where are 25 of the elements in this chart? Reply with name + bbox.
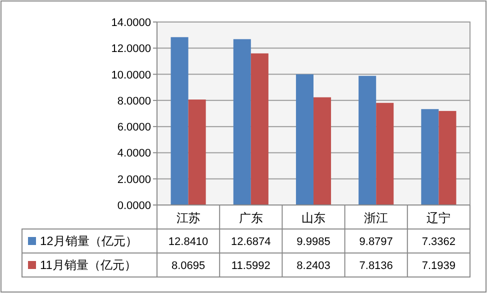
x-tick-label: 江苏	[176, 211, 200, 225]
y-tick-label: 10.0000	[111, 69, 151, 82]
x-tick-label: 广东	[238, 211, 263, 225]
y-tick-label: 14.0000	[111, 17, 151, 29]
y-tick-label: 2.0000	[117, 174, 151, 186]
data-label: 9.9985	[296, 236, 330, 248]
data-label: 7.3362	[422, 236, 456, 248]
y-tick-label: 12.0000	[111, 43, 151, 56]
data-label: 11.5992	[231, 260, 270, 272]
data-label: 12.6874	[231, 236, 271, 248]
x-tick-label: 山东	[302, 211, 326, 225]
y-tick-label: 4.0000	[117, 148, 151, 160]
data-label: 8.2403	[296, 260, 330, 272]
data-label: 9.8797	[359, 236, 393, 248]
y-tick-label: 6.0000	[117, 122, 151, 134]
data-label: 8.0695	[171, 260, 206, 272]
data-label: 7.1939	[422, 260, 456, 272]
x-tick-label: 浙江	[364, 211, 388, 225]
legend-label: 11月销量（亿元）	[40, 258, 136, 272]
y-tick-label: 8.0000	[117, 95, 151, 108]
data-label: 12.8410	[168, 236, 208, 248]
y-tick-label: 0.0000	[117, 200, 151, 212]
data-label: 7.8136	[359, 260, 393, 272]
x-tick-label: 辽宁	[426, 211, 451, 225]
legend-label: 12月销量（亿元）	[40, 234, 138, 248]
